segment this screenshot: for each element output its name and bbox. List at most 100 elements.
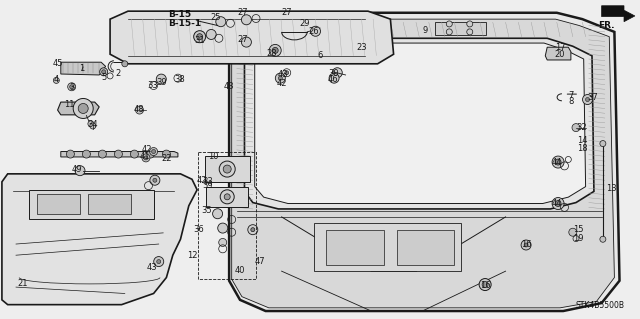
Polygon shape — [110, 11, 394, 64]
Circle shape — [292, 21, 299, 27]
Text: 14: 14 — [577, 136, 588, 145]
Circle shape — [310, 26, 321, 36]
Circle shape — [278, 76, 282, 80]
Text: 46: 46 — [328, 75, 338, 84]
Circle shape — [241, 37, 252, 47]
Circle shape — [83, 150, 90, 158]
Circle shape — [552, 156, 564, 168]
Circle shape — [150, 147, 157, 156]
Circle shape — [206, 29, 216, 40]
Text: 27: 27 — [238, 35, 248, 44]
Text: 43: 43 — [278, 70, 288, 78]
Polygon shape — [326, 230, 384, 265]
Text: 16: 16 — [522, 240, 532, 249]
Circle shape — [285, 71, 289, 75]
Text: 2: 2 — [115, 69, 120, 78]
Polygon shape — [58, 102, 99, 115]
Polygon shape — [88, 194, 131, 214]
Text: 32: 32 — [576, 123, 586, 132]
Circle shape — [157, 260, 161, 263]
Circle shape — [479, 278, 491, 291]
Text: 42: 42 — [142, 145, 152, 154]
Text: 42: 42 — [276, 79, 287, 88]
Text: 35: 35 — [202, 206, 212, 215]
Circle shape — [68, 83, 76, 91]
Text: 40: 40 — [235, 266, 245, 275]
Text: 13: 13 — [607, 184, 617, 193]
Circle shape — [313, 29, 319, 35]
Circle shape — [53, 78, 60, 83]
Text: 4: 4 — [54, 75, 59, 84]
Polygon shape — [314, 223, 461, 271]
Circle shape — [152, 150, 156, 153]
Circle shape — [251, 228, 255, 232]
Text: 8: 8 — [568, 97, 573, 106]
Circle shape — [332, 68, 342, 78]
Circle shape — [269, 44, 281, 56]
Circle shape — [144, 156, 148, 160]
Text: 27: 27 — [238, 8, 248, 17]
Circle shape — [586, 98, 589, 101]
Text: 28: 28 — [266, 49, 276, 58]
Circle shape — [131, 150, 138, 158]
Text: FR.: FR. — [598, 21, 615, 30]
Text: 42: 42 — [196, 176, 207, 185]
Text: 44: 44 — [552, 158, 562, 167]
Circle shape — [212, 209, 223, 219]
Text: 12: 12 — [187, 251, 197, 260]
Polygon shape — [602, 6, 635, 22]
Text: 41: 41 — [140, 152, 150, 161]
Text: 18: 18 — [577, 144, 588, 153]
Text: 23: 23 — [356, 43, 367, 52]
Polygon shape — [397, 230, 454, 265]
Polygon shape — [435, 22, 486, 35]
Polygon shape — [255, 43, 586, 204]
Text: B-15: B-15 — [168, 10, 191, 19]
Text: 49: 49 — [72, 165, 82, 174]
Text: 37: 37 — [588, 93, 598, 102]
Circle shape — [223, 165, 231, 173]
Circle shape — [153, 178, 157, 182]
Circle shape — [313, 21, 319, 27]
Circle shape — [524, 243, 528, 247]
Circle shape — [147, 150, 154, 158]
Circle shape — [521, 240, 531, 250]
Circle shape — [136, 106, 143, 114]
Circle shape — [122, 61, 128, 67]
Polygon shape — [61, 62, 106, 75]
Circle shape — [482, 282, 488, 287]
Text: 39: 39 — [156, 78, 166, 87]
Circle shape — [241, 15, 252, 25]
Circle shape — [446, 21, 452, 27]
Text: 39: 39 — [203, 181, 213, 189]
Circle shape — [224, 194, 230, 200]
Text: 5: 5 — [102, 73, 107, 82]
Text: 33: 33 — [147, 81, 157, 90]
Text: 6: 6 — [317, 51, 323, 60]
Circle shape — [275, 73, 285, 83]
Circle shape — [582, 94, 593, 105]
Text: 43: 43 — [224, 82, 234, 91]
Text: 33: 33 — [203, 177, 213, 186]
Circle shape — [329, 73, 339, 83]
Circle shape — [90, 123, 96, 129]
Circle shape — [142, 154, 150, 162]
Text: 48: 48 — [134, 105, 144, 114]
Circle shape — [88, 121, 94, 127]
Polygon shape — [244, 38, 594, 209]
Text: 31: 31 — [195, 36, 205, 45]
Circle shape — [70, 85, 74, 89]
Circle shape — [467, 21, 473, 27]
Text: 15: 15 — [573, 225, 583, 234]
Polygon shape — [37, 194, 80, 214]
Circle shape — [552, 197, 564, 210]
Polygon shape — [229, 13, 620, 311]
Circle shape — [99, 150, 106, 158]
Circle shape — [600, 236, 606, 242]
Circle shape — [163, 150, 170, 158]
Text: 45: 45 — [52, 59, 63, 68]
Circle shape — [194, 31, 205, 43]
Circle shape — [196, 34, 203, 40]
Polygon shape — [545, 47, 571, 60]
Circle shape — [219, 238, 227, 247]
